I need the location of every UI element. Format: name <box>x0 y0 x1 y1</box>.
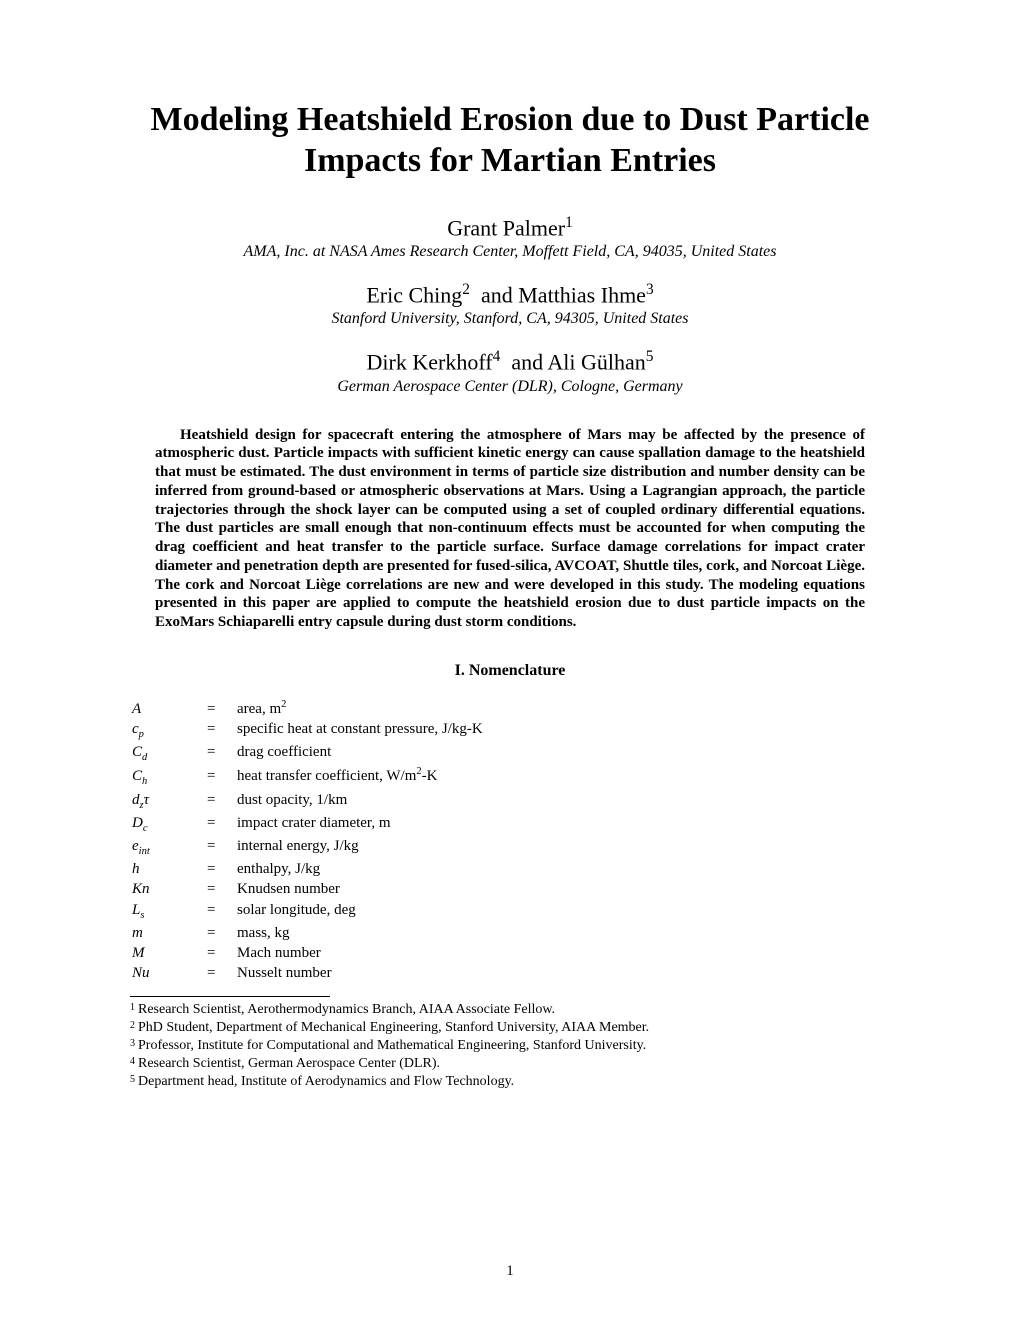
nomenclature-symbol: Kn <box>132 879 207 899</box>
nomenclature-equals: = <box>207 923 237 943</box>
footnotes-section: 1 Research Scientist, Aerothermodynamics… <box>130 1001 890 1092</box>
abstract-text: Heatshield design for spacecraft enterin… <box>155 427 865 631</box>
nomenclature-definition: mass, kg <box>237 923 890 943</box>
footnote-row: 2 PhD Student, Department of Mechanical … <box>130 1019 890 1037</box>
nomenclature-symbol: Ch <box>132 766 207 789</box>
footnote-number: 1 <box>130 1001 135 1019</box>
nomenclature-definition: impact crater diameter, m <box>237 813 890 833</box>
footnote-text: Research Scientist, German Aerospace Cen… <box>138 1055 440 1073</box>
nomenclature-symbol: Nu <box>132 963 207 983</box>
nomenclature-equals: = <box>207 813 237 833</box>
footnote-row: 1 Research Scientist, Aerothermodynamics… <box>130 1001 890 1019</box>
nomenclature-symbol: Dc <box>132 813 207 836</box>
footnote-text: Department head, Institute of Aerodynami… <box>138 1073 514 1091</box>
nomenclature-symbol: M <box>132 943 207 963</box>
nomenclature-definition: dust opacity, 1/km <box>237 790 890 810</box>
nomenclature-symbol: m <box>132 923 207 943</box>
footnote-row: 5 Department head, Institute of Aerodyna… <box>130 1073 890 1091</box>
nomenclature-row: A=area, m2 <box>132 698 890 719</box>
author-name: Eric Ching2 and Matthias Ihme3 <box>130 281 890 308</box>
nomenclature-definition: Nusselt number <box>237 963 890 983</box>
nomenclature-symbol: cp <box>132 719 207 742</box>
nomenclature-equals: = <box>207 859 237 879</box>
footnote-number: 2 <box>130 1019 135 1037</box>
author-block: Eric Ching2 and Matthias Ihme3 Stanford U… <box>130 281 890 328</box>
nomenclature-definition: area, m2 <box>237 698 890 719</box>
footnote-divider <box>130 996 330 997</box>
page-number: 1 <box>0 1263 1020 1280</box>
nomenclature-definition: enthalpy, J/kg <box>237 859 890 879</box>
footnote-number: 5 <box>130 1073 135 1091</box>
nomenclature-row: cp=specific heat at constant pressure, J… <box>132 719 890 742</box>
nomenclature-row: m=mass, kg <box>132 923 890 943</box>
nomenclature-equals: = <box>207 790 237 810</box>
nomenclature-symbol: h <box>132 859 207 879</box>
nomenclature-row: Dc=impact crater diameter, m <box>132 813 890 836</box>
nomenclature-equals: = <box>207 836 237 856</box>
nomenclature-row: Cd=drag coefficient <box>132 742 890 765</box>
authors-section: Grant Palmer1 AMA, Inc. at NASA Ames Rese… <box>130 214 890 396</box>
footnote-row: 4 Research Scientist, German Aerospace C… <box>130 1055 890 1073</box>
section-heading-nomenclature: I. Nomenclature <box>130 662 890 680</box>
nomenclature-symbol: eint <box>132 836 207 859</box>
abstract: Heatshield design for spacecraft enterin… <box>155 426 865 632</box>
nomenclature-equals: = <box>207 719 237 739</box>
nomenclature-row: Nu=Nusselt number <box>132 963 890 983</box>
nomenclature-equals: = <box>207 742 237 762</box>
footnote-text: Professor, Institute for Computational a… <box>138 1037 646 1055</box>
nomenclature-definition: internal energy, J/kg <box>237 836 890 856</box>
footnote-row: 3 Professor, Institute for Computational… <box>130 1037 890 1055</box>
author-block: Dirk Kerkhoff4 and Ali Gülhan5 German Aer… <box>130 348 890 395</box>
nomenclature-row: eint=internal energy, J/kg <box>132 836 890 859</box>
nomenclature-definition: drag coefficient <box>237 742 890 762</box>
footnote-number: 4 <box>130 1055 135 1073</box>
author-affiliation: Stanford University, Stanford, CA, 94305… <box>130 310 890 328</box>
nomenclature-table: A=area, m2cp=specific heat at constant p… <box>132 698 890 984</box>
author-affiliation: German Aerospace Center (DLR), Cologne, … <box>130 378 890 396</box>
nomenclature-symbol: A <box>132 699 207 719</box>
nomenclature-row: Ch=heat transfer coefficient, W/m2-K <box>132 765 890 789</box>
nomenclature-equals: = <box>207 879 237 899</box>
nomenclature-row: Ls=solar longitude, deg <box>132 900 890 923</box>
nomenclature-definition: solar longitude, deg <box>237 900 890 920</box>
nomenclature-definition: specific heat at constant pressure, J/kg… <box>237 719 890 739</box>
nomenclature-definition: Mach number <box>237 943 890 963</box>
nomenclature-equals: = <box>207 943 237 963</box>
nomenclature-row: M=Mach number <box>132 943 890 963</box>
nomenclature-symbol: dzτ <box>132 790 207 813</box>
author-name: Grant Palmer1 <box>130 214 890 241</box>
nomenclature-definition: Knudsen number <box>237 879 890 899</box>
author-block: Grant Palmer1 AMA, Inc. at NASA Ames Rese… <box>130 214 890 261</box>
nomenclature-symbol: Ls <box>132 900 207 923</box>
nomenclature-equals: = <box>207 900 237 920</box>
nomenclature-row: h=enthalpy, J/kg <box>132 859 890 879</box>
author-affiliation: AMA, Inc. at NASA Ames Research Center, … <box>130 243 890 261</box>
nomenclature-symbol: Cd <box>132 742 207 765</box>
paper-title: Modeling Heatshield Erosion due to Dust … <box>130 100 890 182</box>
footnote-text: Research Scientist, Aerothermodynamics B… <box>138 1001 555 1019</box>
nomenclature-equals: = <box>207 766 237 786</box>
nomenclature-definition: heat transfer coefficient, W/m2-K <box>237 765 890 786</box>
author-name: Dirk Kerkhoff4 and Ali Gülhan5 <box>130 348 890 375</box>
nomenclature-equals: = <box>207 699 237 719</box>
footnote-number: 3 <box>130 1037 135 1055</box>
footnote-text: PhD Student, Department of Mechanical En… <box>138 1019 649 1037</box>
nomenclature-equals: = <box>207 963 237 983</box>
nomenclature-row: Kn=Knudsen number <box>132 879 890 899</box>
nomenclature-row: dzτ=dust opacity, 1/km <box>132 790 890 813</box>
